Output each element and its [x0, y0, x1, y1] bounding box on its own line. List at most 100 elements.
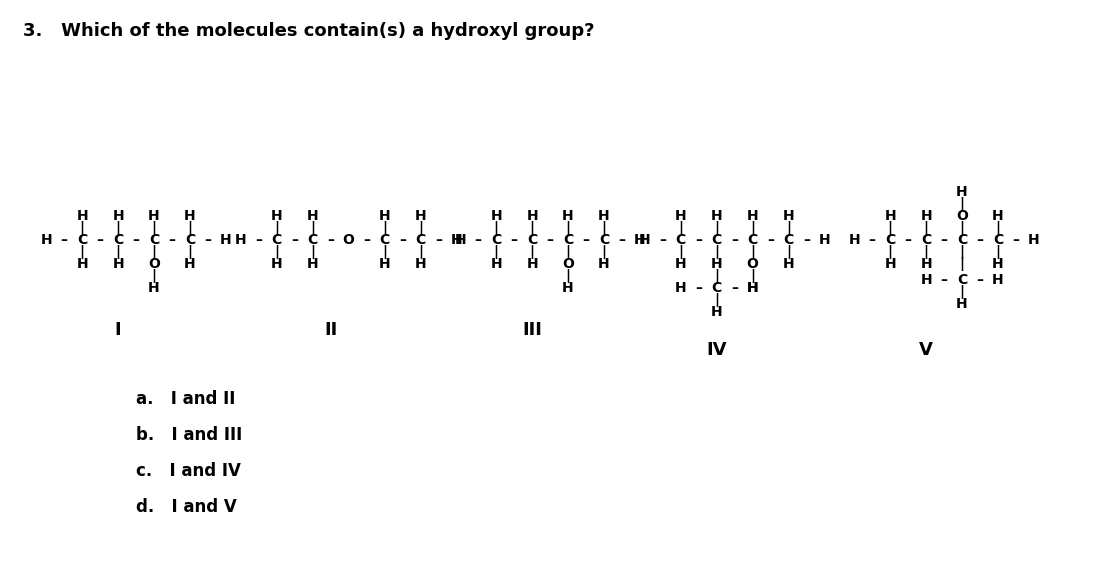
Text: H: H	[414, 257, 426, 271]
Text: C: C	[380, 233, 390, 247]
Text: H: H	[379, 209, 390, 223]
Text: H: H	[526, 209, 538, 223]
Text: H: H	[184, 209, 196, 223]
Text: O: O	[148, 257, 160, 271]
Text: |: |	[115, 245, 121, 259]
Text: H: H	[634, 233, 645, 247]
Text: H: H	[783, 257, 794, 271]
Text: V: V	[920, 341, 933, 359]
Text: III: III	[522, 321, 542, 339]
Text: |: |	[715, 293, 719, 307]
Text: C: C	[956, 233, 968, 247]
Text: H: H	[885, 257, 896, 271]
Text: |: |	[187, 245, 193, 259]
Text: –: –	[767, 233, 774, 247]
Text: |: |	[310, 221, 315, 235]
Text: H: H	[450, 233, 463, 247]
Text: H: H	[956, 185, 968, 200]
Text: H: H	[491, 257, 502, 271]
Text: H: H	[598, 209, 609, 223]
Text: |: |	[924, 245, 928, 259]
Text: H: H	[885, 209, 896, 223]
Text: H: H	[921, 209, 932, 223]
Text: |: |	[601, 245, 606, 259]
Text: –: –	[731, 233, 738, 247]
Text: –: –	[696, 233, 702, 247]
Text: II: II	[324, 321, 337, 339]
Text: b.   I and III: b. I and III	[136, 426, 242, 444]
Text: H: H	[747, 281, 758, 295]
Text: |: |	[960, 197, 964, 212]
Text: –: –	[511, 233, 517, 247]
Text: |: |	[888, 245, 893, 259]
Text: |: |	[418, 245, 423, 259]
Text: –: –	[475, 233, 482, 247]
Text: –: –	[327, 233, 334, 247]
Text: H: H	[112, 209, 124, 223]
Text: H: H	[1028, 233, 1039, 247]
Text: H: H	[562, 209, 573, 223]
Text: C: C	[675, 233, 685, 247]
Text: |: |	[382, 221, 386, 235]
Text: C: C	[711, 281, 721, 295]
Text: H: H	[526, 257, 538, 271]
Text: C: C	[921, 233, 931, 247]
Text: |: |	[530, 221, 534, 235]
Text: –: –	[132, 233, 140, 247]
Text: C: C	[113, 233, 123, 247]
Text: H: H	[491, 209, 502, 223]
Text: H: H	[956, 297, 968, 311]
Text: a.   I and II: a. I and II	[136, 391, 235, 408]
Text: C: C	[711, 233, 721, 247]
Text: –: –	[547, 233, 553, 247]
Text: C: C	[149, 233, 159, 247]
Text: |: |	[566, 269, 570, 283]
Text: |: |	[960, 221, 964, 235]
Text: –: –	[399, 233, 405, 247]
Text: H: H	[271, 257, 282, 271]
Text: –: –	[168, 233, 176, 247]
Text: –: –	[435, 233, 441, 247]
Text: H: H	[921, 273, 932, 287]
Text: |: |	[715, 245, 719, 259]
Text: H: H	[148, 281, 160, 295]
Text: |: |	[151, 221, 157, 235]
Text: IV: IV	[707, 341, 727, 359]
Text: H: H	[849, 233, 860, 247]
Text: |: |	[566, 221, 570, 235]
Text: |: |	[310, 245, 315, 259]
Text: O: O	[343, 233, 354, 247]
Text: H: H	[76, 209, 88, 223]
Text: H: H	[747, 209, 758, 223]
Text: H: H	[76, 257, 88, 271]
Text: |: |	[960, 285, 964, 299]
Text: H: H	[675, 281, 687, 295]
Text: |: |	[80, 245, 85, 259]
Text: 3.   Which of the molecules contain(s) a hydroxyl group?: 3. Which of the molecules contain(s) a h…	[24, 22, 595, 40]
Text: |: |	[786, 245, 791, 259]
Text: H: H	[379, 257, 390, 271]
Text: O: O	[956, 209, 968, 223]
Text: H: H	[992, 257, 1004, 271]
Text: |: |	[679, 245, 683, 259]
Text: |: |	[715, 221, 719, 235]
Text: |: |	[274, 245, 279, 259]
Text: C: C	[747, 233, 757, 247]
Text: –: –	[618, 233, 625, 247]
Text: c.   I and IV: c. I and IV	[136, 462, 241, 480]
Text: |: |	[80, 221, 85, 235]
Text: H: H	[992, 209, 1004, 223]
Text: C: C	[271, 233, 282, 247]
Text: H: H	[783, 209, 794, 223]
Text: C: C	[563, 233, 573, 247]
Text: –: –	[803, 233, 810, 247]
Text: C: C	[416, 233, 426, 247]
Text: –: –	[363, 233, 370, 247]
Text: C: C	[992, 233, 1004, 247]
Text: H: H	[675, 209, 687, 223]
Text: H: H	[112, 257, 124, 271]
Text: –: –	[905, 233, 912, 247]
Text: C: C	[77, 233, 87, 247]
Text: |: |	[996, 221, 1000, 235]
Text: |: |	[382, 245, 386, 259]
